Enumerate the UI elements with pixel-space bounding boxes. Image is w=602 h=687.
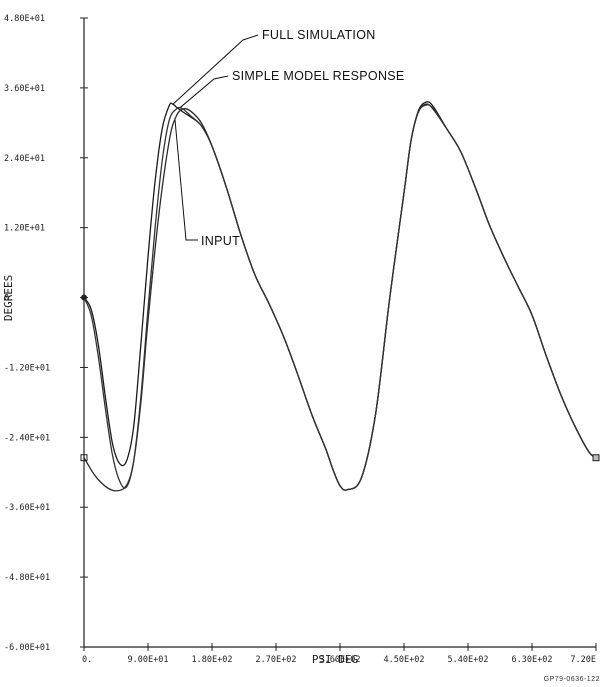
series-line-full-simulation bbox=[83, 101, 597, 491]
input-label: INPUT bbox=[201, 234, 240, 248]
y-tick-label: -6.00E+01 bbox=[4, 643, 50, 653]
y-tick-label: 2.40E+01 bbox=[4, 154, 45, 164]
annotations: FULL SIMULATION SIMPLE MODEL RESPONSE INPU… bbox=[172, 28, 405, 248]
x-tick-label: 4.50E+02 bbox=[384, 655, 425, 665]
y-tick-label: -3.60E+01 bbox=[4, 503, 50, 513]
response-start-marker bbox=[81, 294, 87, 301]
x-tick-label: 3.60E+02 bbox=[320, 655, 361, 665]
input-start-marker bbox=[80, 454, 88, 462]
x-ticks: 0. 9.00E+01 1.80E+02 2.70E+02 3.60E+02 4.50E+… bbox=[82, 643, 597, 665]
full-simulation-label: FULL SIMULATION bbox=[262, 28, 376, 42]
axes bbox=[83, 18, 596, 648]
full-simulation-leader bbox=[172, 34, 259, 105]
y-tick-label: -2.40E+01 bbox=[4, 433, 50, 443]
y-tick-label: -1.20E+01 bbox=[4, 363, 50, 373]
figure-id: GP79-0636-122 bbox=[544, 676, 600, 683]
y-tick-label: 3.60E+01 bbox=[4, 84, 45, 94]
y-tick-label: 0. bbox=[4, 294, 14, 304]
input-leader bbox=[174, 119, 198, 241]
series-lines bbox=[80, 101, 600, 492]
simple-model-leader bbox=[179, 75, 229, 109]
y-tick-label: -4.80E+01 bbox=[4, 573, 50, 583]
y-ticks: 4.80E+01 3.60E+01 2.40E+01 1.20E+01 0. -1.20E… bbox=[4, 14, 88, 653]
series-line-simple-model-response bbox=[83, 104, 597, 491]
x-tick-label: 0. bbox=[82, 655, 92, 665]
x-tick-label: 6.30E+02 bbox=[512, 655, 553, 665]
simple-model-label: SIMPLE MODEL RESPONSE bbox=[232, 69, 405, 83]
x-tick-label: 1.80E+02 bbox=[192, 655, 233, 665]
x-axis-title: PSI-DEG bbox=[312, 653, 358, 666]
y-tick-label: 4.80E+01 bbox=[4, 14, 45, 24]
y-axis-title: DEGREES bbox=[2, 275, 15, 321]
y-tick-label: 1.20E+01 bbox=[4, 224, 45, 234]
x-tick-label: 2.70E+02 bbox=[256, 655, 297, 665]
x-tick-label: 7.20E bbox=[570, 655, 596, 665]
series-line-input bbox=[83, 103, 597, 492]
input-end-marker bbox=[592, 454, 600, 462]
x-tick-label: 9.00E+01 bbox=[128, 655, 169, 665]
x-tick-label: 5.40E+02 bbox=[448, 655, 489, 665]
